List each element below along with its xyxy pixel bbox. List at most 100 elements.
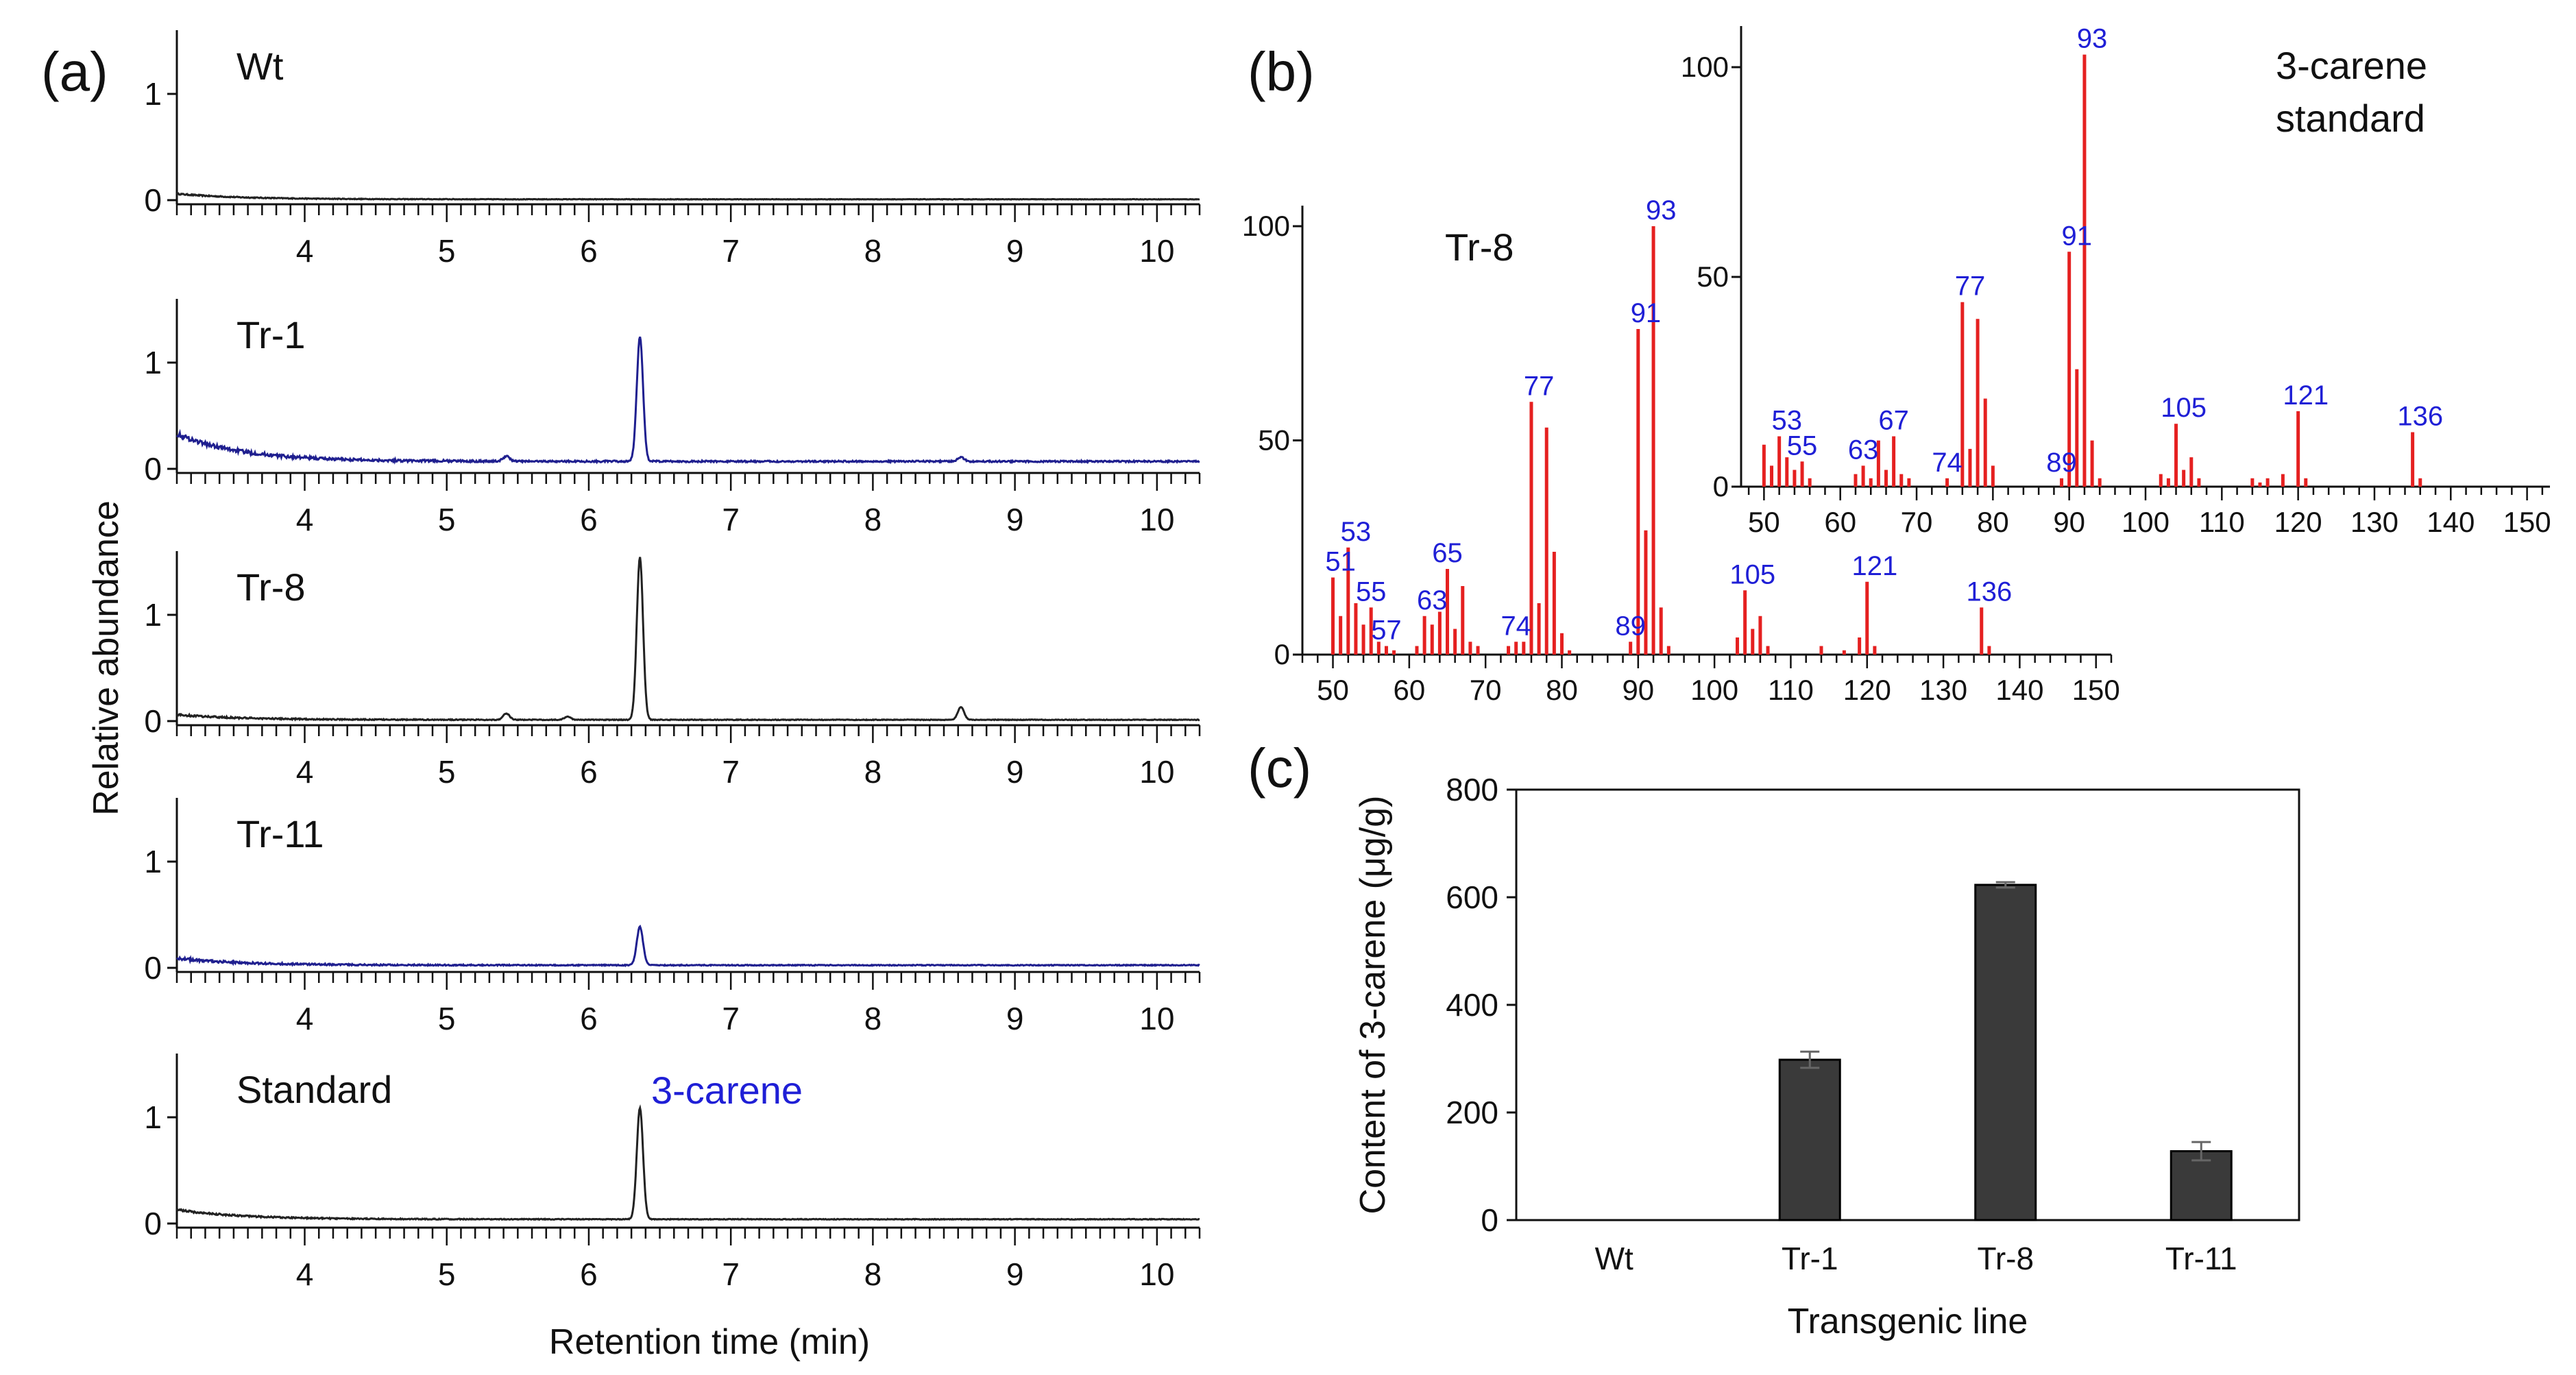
- peak-label: 136: [2397, 401, 2443, 431]
- x-tick-label: 130: [1919, 674, 1967, 706]
- y-tick-label: 1: [144, 597, 162, 633]
- peak-label: 105: [1729, 559, 1775, 589]
- x-tick-label: 5: [438, 233, 456, 269]
- x-tick-label: 4: [296, 233, 314, 269]
- y-tick-label: 50: [1258, 424, 1290, 457]
- x-tick-label: 5: [438, 502, 456, 537]
- x-tick-label: 60: [1393, 674, 1425, 706]
- peak-label: 57: [1371, 616, 1402, 646]
- y-tick-label: 100: [1242, 210, 1290, 242]
- peak-label: 55: [1356, 576, 1387, 607]
- peak-label: 89: [1615, 611, 1646, 641]
- panel-label-c: (c): [1248, 738, 1311, 799]
- peak-label: 77: [1955, 271, 1986, 302]
- x-tick-label: 9: [1006, 1256, 1024, 1292]
- x-tick-label: 7: [722, 1256, 740, 1292]
- peak-label: 91: [1631, 298, 1662, 328]
- trace-label: Tr-8: [236, 565, 306, 609]
- peak-label: 91: [2062, 221, 2093, 251]
- bar-tr-8: [1974, 884, 2037, 1221]
- x-tick-label: 130: [2350, 506, 2398, 538]
- x-category-label: Tr-8: [1977, 1241, 2034, 1276]
- x-tick-label: 8: [864, 502, 882, 537]
- annotation-3-carene: 3-carene: [651, 1069, 803, 1112]
- y-axis-title: Relative abundance: [86, 500, 126, 816]
- trace-label: Standard: [236, 1068, 392, 1111]
- peak-label: 51: [1325, 547, 1356, 577]
- x-tick-label: 60: [1824, 506, 1856, 538]
- x-category-label: Tr-1: [1782, 1241, 1838, 1276]
- x-tick-label: 70: [1901, 506, 1933, 538]
- bar-tr-1: [1778, 1058, 1841, 1221]
- x-tick-label: 9: [1006, 1001, 1024, 1036]
- x-tick-label: 9: [1006, 233, 1024, 269]
- peak-label: 53: [1341, 517, 1372, 547]
- y-tick-label: 1: [144, 345, 162, 380]
- x-tick-label: 10: [1139, 1256, 1174, 1292]
- y-tick-label: 0: [144, 1206, 162, 1241]
- x-tick-label: 4: [296, 502, 314, 537]
- peak-label: 55: [1787, 430, 1818, 461]
- spectrum-title-tr8: Tr-8: [1445, 226, 1514, 269]
- x-tick-label: 50: [1317, 674, 1349, 706]
- x-tick-label: 110: [2199, 506, 2245, 538]
- x-tick-label: 9: [1006, 502, 1024, 537]
- trace-label: Tr-1: [236, 313, 306, 356]
- x-tick-label: 7: [722, 233, 740, 269]
- spectrum-title-standard-line2: standard: [2276, 97, 2425, 140]
- x-axis-title: Retention time (min): [549, 1322, 870, 1362]
- x-tick-label: 90: [1622, 674, 1654, 706]
- peak-label: 93: [1646, 195, 1677, 226]
- panel-label-a: (a): [41, 41, 108, 102]
- x-tick-label: 150: [2503, 506, 2551, 538]
- chromatogram-wt: 0 1 4 5 6 7 8 9 10 Wt: [144, 30, 1201, 269]
- peak-label: 105: [2161, 393, 2207, 423]
- x-tick-label: 10: [1139, 233, 1174, 269]
- peak-label: 53: [1772, 406, 1803, 436]
- chromatogram-tr-8: 0 1 4 5 6 7 8 9 10 Tr-8: [144, 551, 1201, 790]
- x-tick-label: 7: [722, 502, 740, 537]
- y-tick-label: 800: [1446, 772, 1498, 807]
- y-tick-label: 100: [1681, 51, 1729, 83]
- x-tick-label: 10: [1139, 754, 1174, 790]
- chromatogram-tr-1: 0 1 4 5 6 7 8 9 10 Tr-1: [144, 299, 1201, 537]
- y-tick-label: 1: [144, 1099, 162, 1135]
- peak-label: 136: [1967, 576, 2013, 607]
- y-tick-label: 600: [1446, 879, 1498, 915]
- peak-label: 77: [1524, 371, 1555, 401]
- x-tick-label: 10: [1139, 502, 1174, 537]
- x-tick-label: 6: [580, 502, 598, 537]
- y-tick-label: 0: [1481, 1202, 1498, 1238]
- x-tick-label: 140: [2427, 506, 2475, 538]
- x-tick-label: 50: [1748, 506, 1780, 538]
- x-tick-label: 110: [1768, 674, 1814, 706]
- x-tick-label: 80: [1546, 674, 1578, 706]
- x-tick-label: 8: [864, 1256, 882, 1292]
- x-tick-label: 120: [1843, 674, 1891, 706]
- x-tick-label: 6: [580, 1256, 598, 1292]
- x-tick-label: 120: [2274, 506, 2322, 538]
- x-tick-label: 8: [864, 754, 882, 790]
- y-tick-label: 1: [144, 844, 162, 879]
- panel-label-b: (b): [1248, 41, 1315, 102]
- spectrum-title-standard-line1: 3-carene: [2276, 44, 2427, 87]
- x-tick-label: 9: [1006, 754, 1024, 790]
- x-tick-label: 4: [296, 1001, 314, 1036]
- y-tick-label: 0: [144, 182, 162, 218]
- trace-line: [175, 1104, 1200, 1221]
- chromatogram-standard: 0 1 4 5 6 7 8 9 10 Standard: [144, 1054, 1201, 1292]
- x-category-label: Tr-11: [2165, 1241, 2237, 1276]
- x-tick-label: 4: [296, 1256, 314, 1292]
- trace-line: [176, 336, 1200, 465]
- x-tick-label: 7: [722, 754, 740, 790]
- y-tick-label: 50: [1697, 260, 1729, 293]
- x-tick-label: 6: [580, 1001, 598, 1036]
- peak-label: 65: [1432, 538, 1463, 568]
- peak-label: 63: [1848, 435, 1879, 465]
- trace-line: [175, 192, 1200, 201]
- x-tick-label: 80: [1977, 506, 2009, 538]
- y-tick-label: 0: [144, 451, 162, 487]
- x-tick-label: 6: [580, 754, 598, 790]
- y-tick-label: 0: [144, 703, 162, 739]
